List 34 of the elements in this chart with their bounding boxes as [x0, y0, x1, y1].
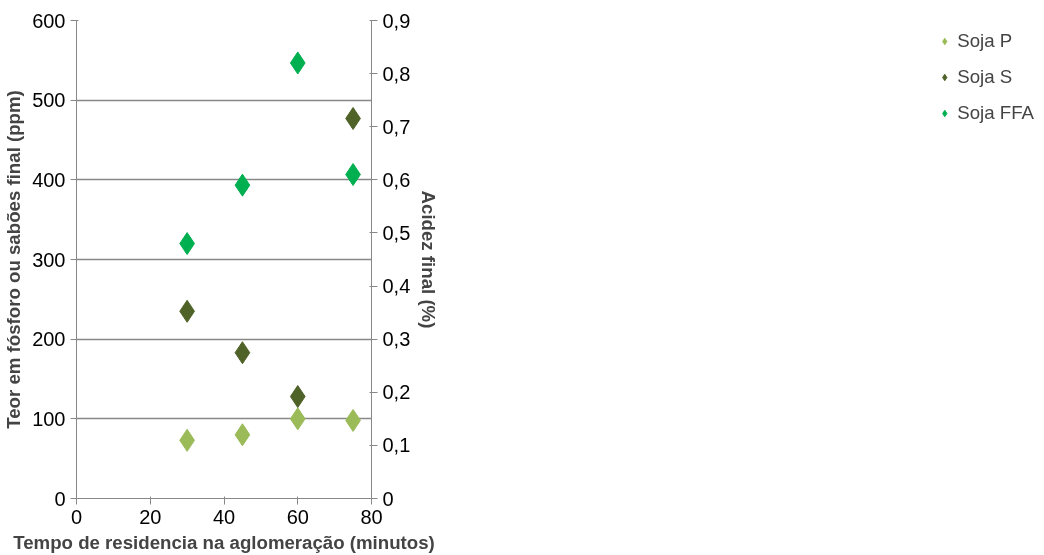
y2-tick-label: 0,2 [382, 381, 411, 404]
y-tick-label: 300 [32, 248, 66, 271]
y2-tick-label: 0,5 [382, 221, 411, 244]
y-tick-label: 100 [32, 407, 66, 430]
x-tick-label: 80 [360, 505, 383, 528]
x-axis-title: Tempo de residencia na aglomeração (minutos) [13, 531, 435, 553]
y2-tick-label: 0,6 [382, 168, 411, 191]
y-axis-title: Teor em fósforo ou sabões final (ppm) [3, 90, 25, 429]
x-tick-label: 60 [286, 505, 309, 528]
y2-tick-label: 0,1 [382, 434, 411, 457]
y2-tick-label: 0,4 [382, 275, 411, 298]
x-tick-label: 20 [139, 505, 162, 528]
y2-tick-label: 0,7 [382, 115, 411, 138]
point [289, 407, 306, 431]
y-tick-label: 0 [54, 487, 66, 510]
y2-tick-label: 0 [382, 487, 394, 510]
legend-label: Soja FFA [957, 102, 1034, 124]
y2-tick-label: 0,9 [382, 9, 411, 32]
x-tick-label: 0 [70, 505, 83, 528]
y2-tick-label: 0,8 [382, 62, 411, 85]
point [234, 173, 251, 197]
y-tick-label: 200 [32, 328, 66, 351]
legend-label: Soja P [957, 30, 1013, 52]
point [234, 341, 251, 365]
point [289, 51, 306, 75]
y-tick-label: 600 [32, 9, 66, 32]
point [289, 385, 306, 409]
legend-label: Soja S [957, 66, 1013, 88]
point [234, 423, 251, 447]
y2-axis-title: Acidez final (%) [418, 190, 440, 329]
x-tick-label: 40 [212, 505, 236, 528]
y-tick-label: 500 [32, 89, 66, 112]
y2-tick-label: 0,3 [382, 328, 411, 351]
y-tick-label: 400 [32, 168, 66, 191]
